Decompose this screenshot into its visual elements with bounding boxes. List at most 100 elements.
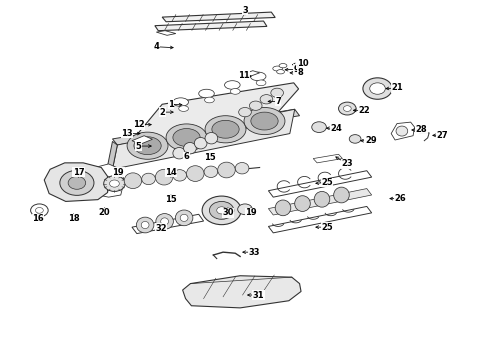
Polygon shape: [269, 206, 372, 233]
Ellipse shape: [205, 132, 218, 144]
Text: 10: 10: [296, 59, 308, 68]
Ellipse shape: [205, 116, 246, 143]
Ellipse shape: [339, 102, 356, 115]
Ellipse shape: [136, 217, 154, 233]
Ellipse shape: [110, 180, 119, 187]
Ellipse shape: [244, 108, 285, 135]
Ellipse shape: [312, 122, 326, 132]
Text: 33: 33: [248, 248, 260, 257]
Text: 1: 1: [168, 100, 174, 109]
Polygon shape: [183, 276, 301, 308]
Ellipse shape: [173, 170, 187, 181]
Ellipse shape: [166, 124, 207, 151]
Ellipse shape: [199, 89, 214, 98]
Ellipse shape: [180, 214, 188, 221]
Text: 32: 32: [155, 224, 167, 233]
Ellipse shape: [209, 202, 234, 219]
Polygon shape: [113, 109, 294, 169]
Ellipse shape: [279, 64, 287, 68]
Ellipse shape: [343, 106, 351, 111]
Ellipse shape: [212, 120, 239, 138]
Ellipse shape: [127, 132, 168, 159]
Ellipse shape: [314, 192, 330, 207]
Text: 24: 24: [331, 124, 343, 133]
Polygon shape: [132, 136, 152, 144]
Ellipse shape: [251, 112, 278, 130]
Text: 31: 31: [253, 291, 265, 300]
Text: 25: 25: [321, 178, 333, 187]
Text: 25: 25: [321, 222, 333, 231]
Text: 11: 11: [238, 71, 249, 80]
Polygon shape: [132, 214, 203, 234]
Polygon shape: [113, 109, 299, 145]
Text: 8: 8: [297, 68, 303, 77]
Text: 22: 22: [359, 106, 370, 115]
Text: 18: 18: [68, 214, 79, 223]
Ellipse shape: [250, 72, 266, 81]
Ellipse shape: [30, 204, 48, 217]
Ellipse shape: [273, 66, 283, 71]
Text: 6: 6: [184, 152, 190, 161]
Polygon shape: [269, 171, 372, 197]
Text: 16: 16: [32, 214, 44, 223]
Text: 27: 27: [437, 131, 448, 140]
Ellipse shape: [202, 196, 241, 225]
Ellipse shape: [224, 81, 240, 89]
Ellipse shape: [363, 78, 392, 99]
Text: 2: 2: [159, 108, 165, 117]
Polygon shape: [243, 71, 260, 76]
Text: 4: 4: [153, 42, 159, 51]
Ellipse shape: [141, 221, 149, 229]
Ellipse shape: [35, 207, 43, 213]
Text: 23: 23: [342, 159, 353, 168]
Text: 21: 21: [391, 83, 403, 92]
Ellipse shape: [260, 95, 273, 104]
Text: 15: 15: [204, 153, 216, 162]
Ellipse shape: [370, 83, 385, 94]
Polygon shape: [108, 141, 117, 169]
Text: 14: 14: [165, 168, 177, 177]
Ellipse shape: [334, 187, 349, 203]
Polygon shape: [44, 163, 108, 202]
Ellipse shape: [195, 138, 207, 149]
Text: 20: 20: [99, 208, 110, 217]
Ellipse shape: [277, 69, 285, 74]
Ellipse shape: [173, 98, 189, 107]
Ellipse shape: [134, 137, 161, 155]
Ellipse shape: [187, 166, 204, 181]
Text: 30: 30: [222, 208, 234, 217]
Ellipse shape: [175, 210, 193, 226]
Ellipse shape: [156, 213, 173, 229]
Ellipse shape: [161, 218, 169, 225]
Text: 15: 15: [165, 195, 177, 204]
Text: 12: 12: [133, 120, 145, 129]
Text: 19: 19: [245, 208, 257, 217]
Ellipse shape: [396, 126, 408, 136]
Ellipse shape: [256, 80, 266, 86]
Ellipse shape: [155, 169, 173, 185]
Ellipse shape: [217, 207, 226, 214]
Polygon shape: [132, 83, 298, 146]
Text: 13: 13: [122, 129, 133, 138]
Ellipse shape: [218, 162, 235, 178]
Ellipse shape: [184, 143, 196, 154]
Ellipse shape: [271, 88, 284, 98]
Text: 3: 3: [242, 6, 248, 15]
Polygon shape: [92, 164, 124, 197]
Polygon shape: [155, 21, 267, 31]
Text: 28: 28: [416, 126, 427, 135]
Ellipse shape: [204, 166, 218, 177]
Ellipse shape: [173, 148, 186, 159]
Text: 7: 7: [275, 97, 281, 106]
Ellipse shape: [68, 176, 86, 189]
Ellipse shape: [179, 106, 189, 111]
Ellipse shape: [249, 101, 262, 111]
Polygon shape: [162, 12, 275, 22]
Ellipse shape: [235, 162, 249, 174]
Ellipse shape: [294, 196, 310, 211]
Ellipse shape: [230, 89, 240, 94]
Ellipse shape: [124, 173, 142, 189]
Text: 29: 29: [365, 136, 376, 145]
Polygon shape: [391, 122, 415, 140]
Ellipse shape: [275, 200, 291, 216]
